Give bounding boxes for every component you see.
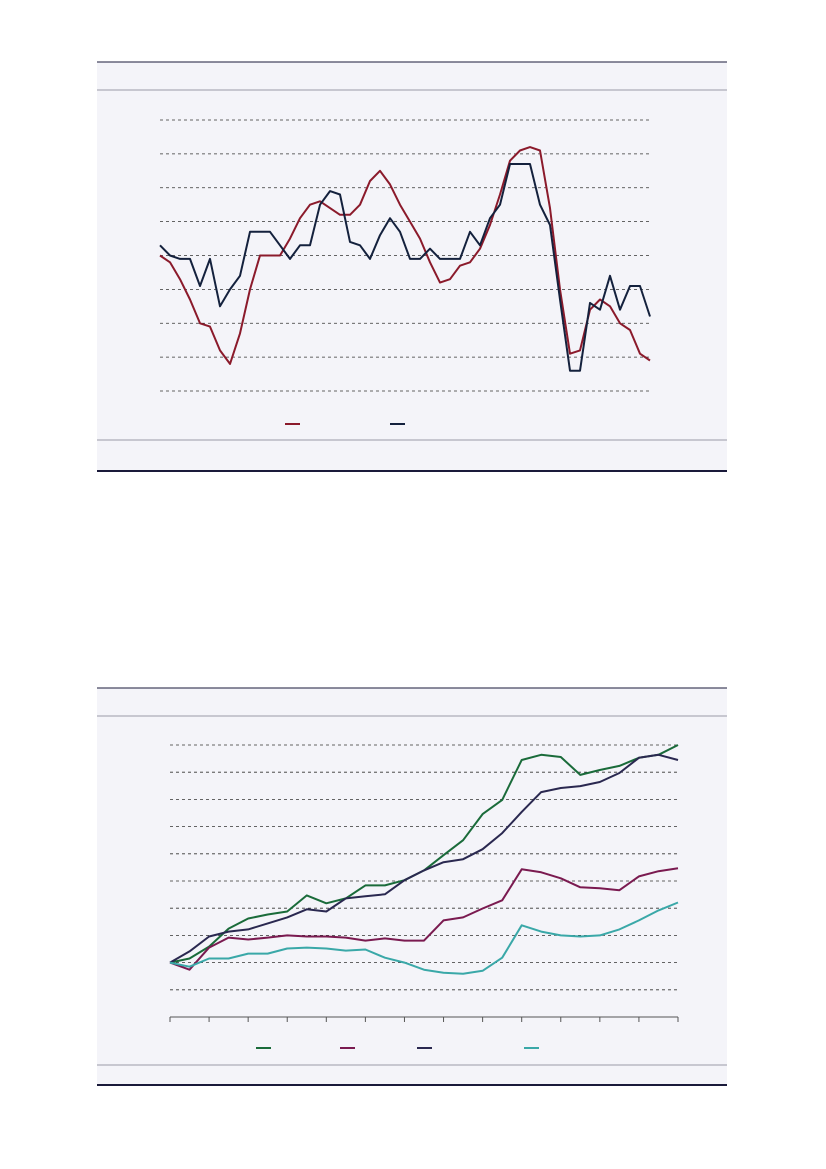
series-line <box>159 146 651 365</box>
panel <box>97 688 727 1085</box>
series-line <box>159 163 651 372</box>
panel <box>97 62 727 471</box>
series-line <box>169 901 679 975</box>
series-line <box>169 753 679 964</box>
series-line <box>169 867 679 971</box>
